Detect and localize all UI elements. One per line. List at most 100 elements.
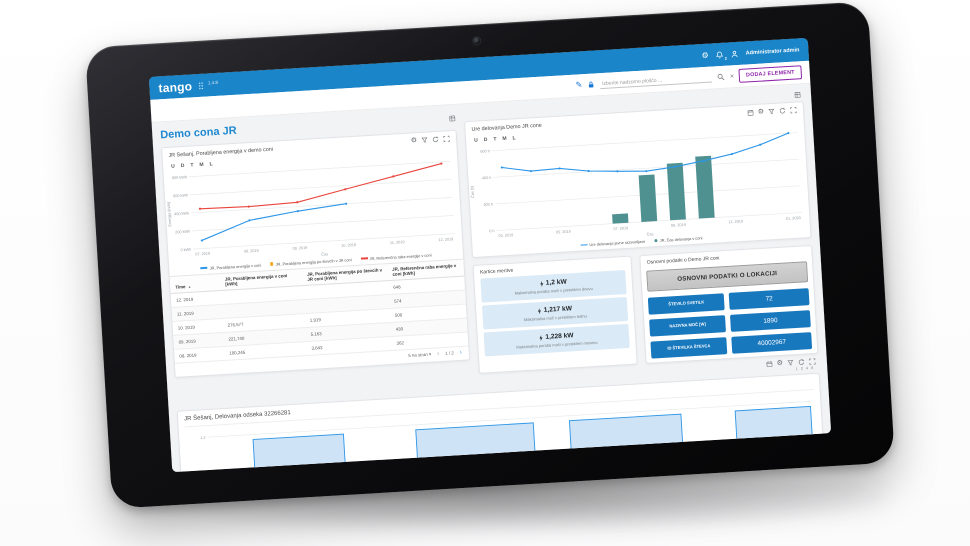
edit-pencil-icon[interactable]: ✎	[575, 80, 583, 90]
fullscreen-icon[interactable]	[443, 135, 450, 143]
svg-text:09. 2019: 09. 2019	[671, 223, 686, 228]
svg-text:07. 2019: 07. 2019	[613, 226, 628, 231]
right-lower-row: Kartice meritve 1,2 kW Maksimalna poraba…	[472, 244, 819, 374]
next-page-icon[interactable]: ›	[459, 349, 462, 356]
panel-settings-icon[interactable]: ⚙	[776, 359, 784, 368]
tablet-screen: tango 1.4.8 ⚙ 2 Administrator	[148, 37, 832, 473]
hours-chart[interactable]: 0 h 200 h 400 h 600 h 03. 2019 05. 2019 07. 20…	[467, 126, 810, 248]
legend-item[interactable]: JR, Čas delovanja v coni	[654, 235, 703, 243]
svg-text:200 kWh: 200 kWh	[175, 230, 190, 235]
range-button-d[interactable]: D	[180, 162, 185, 170]
range-button-t[interactable]: T	[190, 162, 194, 169]
legend-label: JR, Porabljena energija v coni	[209, 262, 262, 271]
legend-item[interactable]: Ure delovanja javne razsvetljave	[580, 239, 645, 248]
tile-value-nominal-power: 1890	[730, 310, 811, 332]
svg-text:Čas [h]: Čas [h]	[469, 186, 475, 198]
energy-line-chart[interactable]: 0 kWh 200 kWh 400 kWh 600 kWh 800 kWh 07. 201…	[164, 155, 463, 267]
measure-card-value-row: 1,217 kW	[485, 302, 624, 317]
layout-grid-icon[interactable]	[449, 115, 456, 122]
panel-settings-icon[interactable]: ⚙	[410, 137, 418, 145]
clear-search-icon[interactable]: ×	[729, 72, 735, 80]
prev-page-icon[interactable]: ‹	[437, 350, 440, 357]
location-data-button[interactable]: OSNOVNI PODATKI O LOKACIJI	[646, 261, 809, 292]
range-button-l[interactable]: L	[209, 161, 213, 168]
dashboard-content: Demo cona JR JR Šešanj, Porabljena energ…	[151, 83, 832, 473]
bottom-panel-icons: ⚙	[765, 358, 816, 368]
refresh-icon[interactable]	[798, 359, 805, 366]
fullscreen-icon[interactable]	[790, 107, 797, 114]
calendar-icon[interactable]	[765, 360, 773, 368]
legend-item[interactable]: JR, Porabljena energija v coni	[200, 262, 261, 271]
hours-panel-title: Ure delovanja Demo JR cone	[471, 122, 542, 133]
tile-label-luminaires[interactable]: ŠTEVILO SVETILK	[647, 293, 725, 315]
panel-settings-icon[interactable]: ⚙	[757, 108, 765, 116]
zoom-levels[interactable]: 1 2 4 8	[795, 365, 815, 372]
range-button-u[interactable]: U	[474, 137, 478, 144]
svg-text:600 h: 600 h	[480, 149, 490, 154]
dashboard-toolbar: ✎ × DODAJ ELEMENT	[150, 60, 811, 123]
zone-info-tiles: ŠTEVILO SVETILK 72 NAZIVNA MOČ [W] 1890 …	[647, 288, 813, 359]
measure-card: 1,228 kW Maksimalna poraba moči v pretek…	[483, 323, 630, 357]
column-label: JR, Porabljena energija po števcih v JR …	[306, 267, 383, 282]
svg-text:Čas: Čas	[647, 231, 654, 236]
range-button-u[interactable]: U	[171, 163, 176, 170]
svg-text:03. 2019: 03. 2019	[498, 233, 513, 238]
sort-asc-icon: ▲	[187, 284, 192, 289]
refresh-icon[interactable]	[779, 107, 786, 114]
hours-panel: Ure delovanja Demo JR cone ⚙	[464, 101, 812, 259]
filter-icon[interactable]	[768, 108, 775, 115]
legend-swatch	[580, 243, 588, 246]
user-name[interactable]: Administrator admin	[745, 46, 800, 56]
lightning-icon	[539, 334, 543, 341]
range-button-m[interactable]: M	[199, 161, 204, 169]
user-avatar-icon[interactable]	[730, 49, 738, 57]
svg-text:0 h: 0 h	[489, 229, 495, 233]
measure-card-value-row: 1,228 kW	[487, 329, 626, 344]
dashboard-top-row: Demo cona JR JR Šešanj, Porabljena energ…	[160, 90, 819, 392]
svg-text:11. 2019: 11. 2019	[390, 240, 405, 245]
range-button-d[interactable]: D	[483, 136, 488, 144]
tile-value-meter-id: 40002967	[731, 332, 813, 354]
range-button-m[interactable]: M	[502, 135, 507, 143]
settings-gear-icon[interactable]: ⚙	[701, 50, 709, 60]
svg-text:11. 2019: 11. 2019	[729, 219, 744, 224]
tablet-device: tango 1.4.8 ⚙ 2 Administrator	[84, 1, 896, 509]
filter-icon[interactable]	[787, 359, 794, 366]
lock-icon[interactable]	[587, 80, 595, 88]
measure-card: 1,2 kW Maksimalna poraba moči v pretekle…	[480, 270, 627, 303]
calendar-icon[interactable]	[747, 109, 754, 116]
fullscreen-icon[interactable]	[809, 358, 816, 365]
notifications-bell-icon[interactable]: 2	[715, 50, 727, 60]
add-element-button[interactable]: DODAJ ELEMENT	[738, 65, 803, 83]
svg-text:08. 2019: 08. 2019	[244, 249, 259, 254]
range-button-t[interactable]: T	[493, 136, 497, 143]
bottom-panel-tools: ⚙ 1 2 4 8	[176, 354, 820, 409]
notification-badge: 2	[724, 56, 728, 61]
range-button-l[interactable]: L	[512, 135, 516, 142]
energy-panel-icons: ⚙	[411, 135, 451, 144]
energy-panel-header: JR Šešanj, Porabljena energija v demo co…	[162, 131, 456, 162]
legend-label: JR, Čas delovanja v coni	[659, 235, 703, 243]
legend-swatch	[270, 262, 274, 266]
page-title-row: Demo cona JR	[160, 111, 456, 144]
tile-label-meter-id[interactable]: ID ŠTEVILKA ŠTEVCA	[650, 337, 728, 359]
svg-text:800 kWh: 800 kWh	[172, 175, 187, 180]
column-label: JR, Referenčna raba energije v coni [kWh…	[392, 262, 457, 277]
app-logo: tango	[158, 78, 193, 95]
hours-panel-header: Ure delovanja Demo JR cone ⚙	[465, 102, 803, 136]
svg-text:01. 2020: 01. 2020	[786, 216, 801, 221]
svg-text:600 kWh: 600 kWh	[173, 193, 188, 198]
measure-card-value-row: 1,2 kW	[484, 275, 623, 290]
search-icon[interactable]	[717, 73, 725, 81]
refresh-icon[interactable]	[432, 136, 439, 143]
rows-per-page-select[interactable]: 5 na stran ▾	[408, 351, 431, 358]
tile-label-nominal-power[interactable]: NAZIVNA MOČ [W]	[649, 315, 727, 337]
filter-icon[interactable]	[421, 136, 428, 143]
right-column: Ure delovanja Demo JR cone ⚙	[463, 90, 819, 374]
measure-card-value: 1,2 kW	[545, 278, 567, 287]
dashboard-search-input[interactable]	[599, 73, 713, 89]
hours-panel-icons: ⚙	[747, 107, 798, 117]
svg-text:0 kWh: 0 kWh	[180, 248, 191, 253]
layout-grid-icon[interactable]	[794, 91, 801, 98]
